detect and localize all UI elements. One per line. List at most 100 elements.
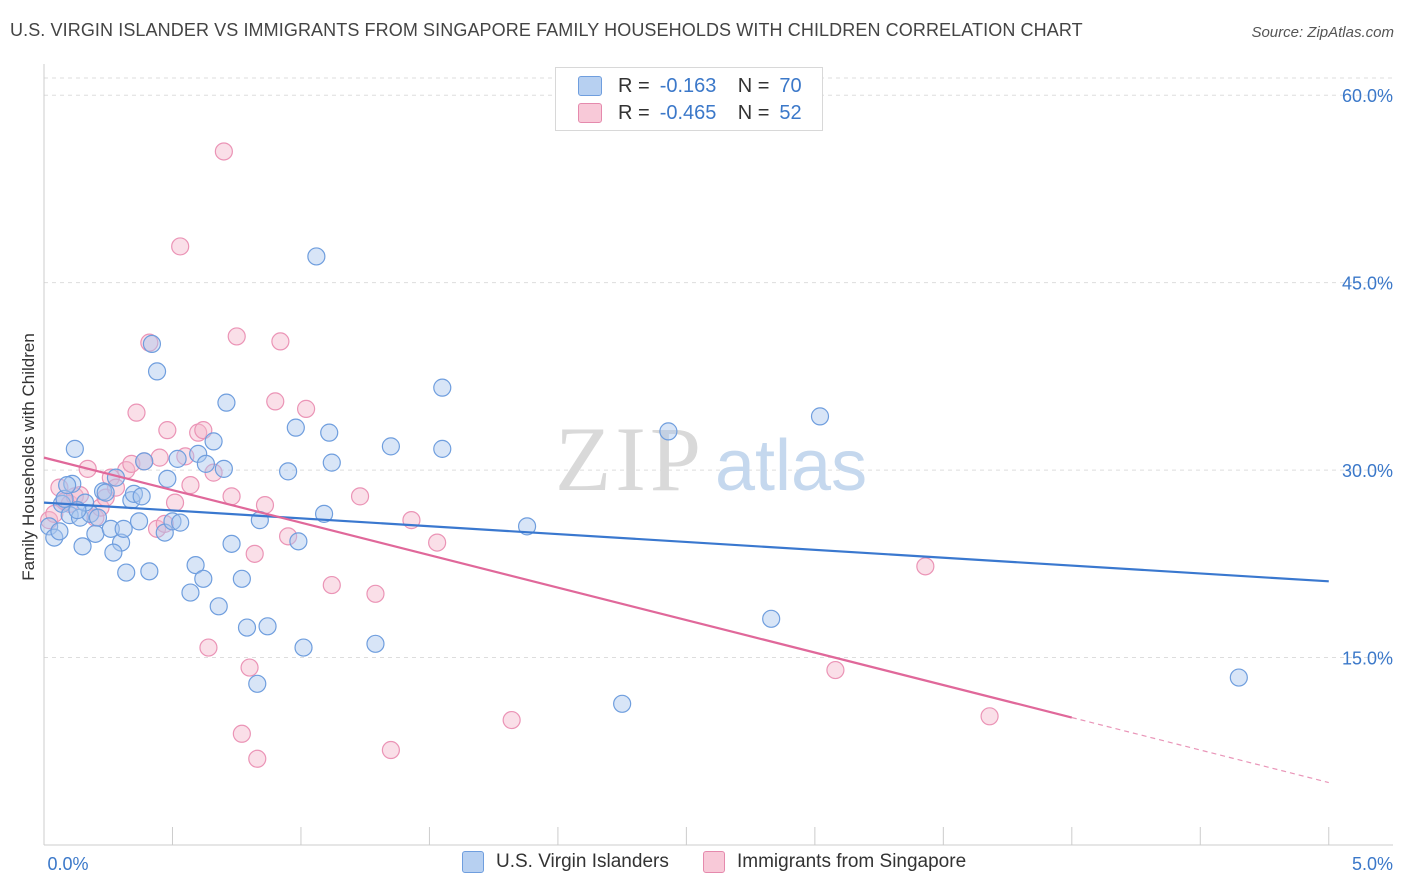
- blue-data-point: [189, 444, 208, 463]
- blue-data-point: [140, 562, 159, 581]
- pink-data-point: [171, 237, 190, 256]
- blue-data-point: [258, 617, 277, 636]
- blue-data-point: [142, 334, 162, 354]
- blue-data-point: [209, 597, 228, 616]
- blue-data-point: [613, 694, 632, 713]
- blue-data-point: [314, 504, 334, 523]
- x-tick-label: 0.0%: [47, 854, 88, 874]
- blue-data-point: [73, 537, 92, 556]
- blue-data-point: [117, 563, 136, 582]
- blue-data-point: [58, 476, 77, 495]
- chart-title: U.S. VIRGIN ISLANDER VS IMMIGRANTS FROM …: [10, 20, 1083, 40]
- blue-data-point: [168, 449, 187, 468]
- legend-pink-r-label: R =: [618, 101, 650, 124]
- pink-data-point: [214, 142, 233, 161]
- blue-data-point: [237, 618, 257, 637]
- pink-data-point: [502, 710, 521, 730]
- blue-data-point: [186, 555, 205, 575]
- blue-data-point: [517, 517, 537, 536]
- correlation-legend: R = -0.163 N = 70 R = -0.465 N = 52: [555, 67, 823, 131]
- pink-data-point: [266, 392, 285, 411]
- blue-data-point: [132, 487, 151, 506]
- legend-swatch-blue: [578, 76, 602, 96]
- blue-data-point: [86, 524, 105, 543]
- blue-data-point: [214, 459, 233, 478]
- legend-pink-r-value: -0.465: [659, 101, 717, 124]
- pink-data-point: [222, 487, 241, 506]
- pink-data-point: [189, 423, 208, 442]
- blue-data-point: [279, 462, 298, 481]
- watermark-zip: ZIP: [555, 408, 705, 510]
- y-axis-label: Family Households with Children: [19, 333, 38, 581]
- blue-data-point: [114, 519, 133, 538]
- blue-data-point: [762, 609, 781, 628]
- pink-data-point: [181, 476, 200, 495]
- blue-data-point: [289, 532, 308, 551]
- blue-data-point: [232, 569, 251, 588]
- blue-data-point: [307, 247, 326, 266]
- bottom-legend-pink: Immigrants from Singapore: [703, 851, 966, 873]
- blue-data-point: [194, 569, 213, 588]
- pink-data-point: [158, 421, 177, 440]
- blue-data-point: [163, 512, 182, 531]
- pink-data-point: [127, 403, 146, 422]
- blue-data-point: [50, 522, 69, 541]
- blue-data-point: [433, 439, 452, 458]
- pink-data-point: [271, 332, 290, 351]
- y-tick-label: 30.0%: [1342, 461, 1393, 481]
- legend-row-pink: R = -0.465 N = 52: [578, 100, 802, 126]
- blue-data-point: [101, 519, 120, 538]
- blue-data-point: [294, 638, 313, 657]
- pink-data-point: [232, 724, 251, 743]
- blue-data-point: [135, 452, 154, 471]
- pink-data-point: [279, 527, 298, 546]
- pink-trend-line: [43, 456, 1073, 719]
- bottom-legend-blue: U.S. Virgin Islanders: [462, 851, 669, 873]
- blue-data-point: [196, 454, 215, 473]
- blue-data-point: [65, 439, 84, 458]
- blue-data-point: [111, 533, 131, 552]
- blue-data-point: [659, 422, 678, 441]
- blue-trend-line: [43, 501, 1329, 583]
- blue-data-point: [147, 362, 167, 381]
- blue-data-point: [248, 674, 267, 693]
- blue-data-point: [158, 469, 177, 488]
- legend-row-blue: R = -0.163 N = 70: [578, 73, 802, 99]
- blue-data-point: [381, 437, 400, 456]
- blue-data-point: [366, 634, 385, 653]
- legend-pink-n-value: 52: [779, 101, 802, 124]
- chart-source: Source: ZipAtlas.com: [1251, 24, 1394, 41]
- legend-pink-n-label: N =: [737, 101, 770, 124]
- pink-data-point: [381, 740, 400, 760]
- y-tick-label: 60.0%: [1342, 86, 1393, 106]
- blue-data-point: [320, 423, 339, 442]
- blue-data-point: [104, 543, 123, 562]
- bottom-legend-swatch-blue: [462, 851, 484, 873]
- blue-data-point: [76, 493, 95, 512]
- blue-data-point: [433, 378, 452, 397]
- pink-data-point: [165, 493, 185, 512]
- legend-swatch-pink: [578, 103, 602, 123]
- legend-blue-r-value: -0.163: [659, 74, 717, 97]
- blue-data-point: [217, 393, 236, 412]
- pink-data-point: [227, 327, 246, 346]
- y-tick-label: 45.0%: [1342, 274, 1393, 294]
- watermark-atlas: atlas: [715, 426, 867, 506]
- pink-data-point: [322, 575, 341, 595]
- pink-data-point: [366, 584, 385, 603]
- blue-data-point: [322, 453, 341, 472]
- blue-data-point: [96, 483, 115, 502]
- pink-data-point: [245, 544, 264, 563]
- pink-data-point: [350, 487, 370, 506]
- pink-data-point: [240, 658, 259, 677]
- pink-data-point: [980, 707, 999, 726]
- blue-data-point: [40, 517, 59, 536]
- blue-data-point: [204, 432, 223, 451]
- x-tick-label: 5.0%: [1352, 854, 1393, 874]
- blue-data-point: [181, 583, 200, 602]
- pink-data-point: [826, 660, 845, 680]
- blue-data-point: [222, 534, 241, 553]
- pink-data-point: [428, 533, 447, 552]
- pink-data-point: [199, 638, 218, 657]
